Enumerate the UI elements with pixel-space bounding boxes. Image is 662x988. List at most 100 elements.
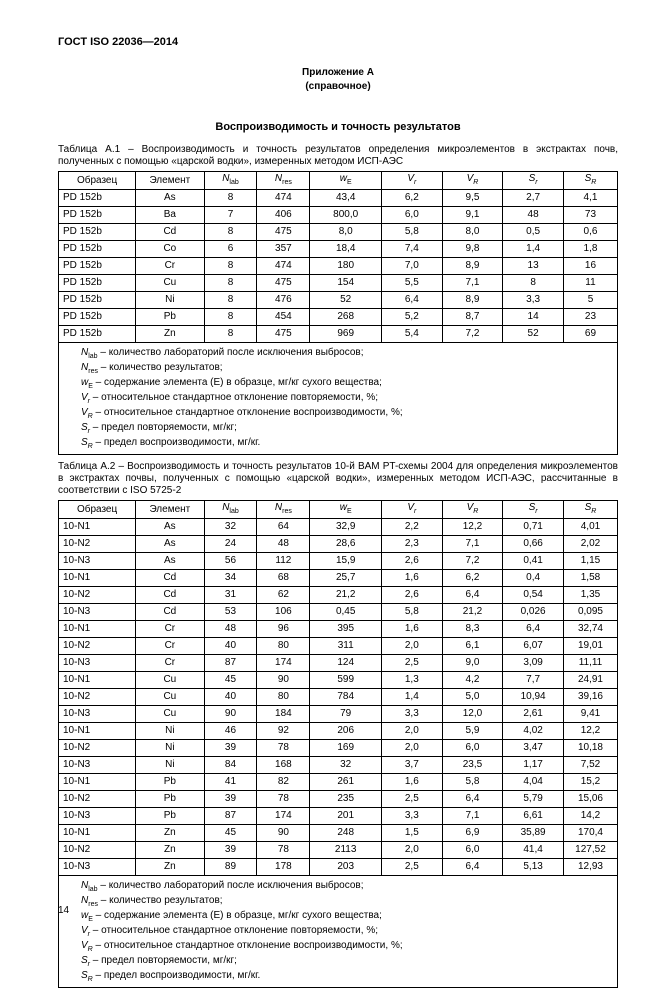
- table-row: PD 152bCu84751545,57,1811: [59, 274, 618, 291]
- table-cell: 4,2: [442, 671, 503, 688]
- table-cell: 10-N3: [59, 552, 136, 569]
- page: ГОСТ ISO 22036—2014 Приложение А (справо…: [0, 0, 662, 935]
- table-cell: 8: [204, 223, 257, 240]
- table-cell: 2,5: [382, 654, 443, 671]
- table-cell: 56: [204, 552, 257, 569]
- column-header: Элемент: [136, 172, 204, 189]
- table-cell: 40: [204, 637, 257, 654]
- table-cell: PD 152b: [59, 223, 136, 240]
- table-cell: 969: [310, 325, 382, 342]
- table-cell: 7,2: [442, 552, 503, 569]
- table-cell: Cu: [136, 671, 204, 688]
- table-cell: 10-N1: [59, 620, 136, 637]
- table-cell: 268: [310, 308, 382, 325]
- table-cell: 1,35: [563, 586, 617, 603]
- table-cell: 127,52: [563, 841, 617, 858]
- table-cell: 5: [563, 291, 617, 308]
- table-cell: Cu: [136, 705, 204, 722]
- table-cell: 1,4: [382, 688, 443, 705]
- table-cell: Zn: [136, 824, 204, 841]
- table-cell: 73: [563, 206, 617, 223]
- table-cell: 0,5: [503, 223, 564, 240]
- table-cell: 6,1: [442, 637, 503, 654]
- table-cell: 5,9: [442, 722, 503, 739]
- table-cell: 35,89: [503, 824, 564, 841]
- section-title: Воспроизводимость и точность результатов: [58, 121, 618, 134]
- table-cell: 12,93: [563, 858, 617, 875]
- table-cell: Zn: [136, 325, 204, 342]
- table-cell: PD 152b: [59, 206, 136, 223]
- column-header: wE: [310, 501, 382, 518]
- table-cell: 45: [204, 671, 257, 688]
- table-cell: 48: [503, 206, 564, 223]
- table-cell: 87: [204, 654, 257, 671]
- table-cell: 90: [257, 671, 310, 688]
- table-row: 10-N2Ni39781692,06,03,4710,18: [59, 739, 618, 756]
- table-cell: As: [136, 189, 204, 206]
- table-cell: 10-N1: [59, 671, 136, 688]
- column-header: VR: [442, 501, 503, 518]
- table-cell: Ba: [136, 206, 204, 223]
- table-cell: 5,8: [382, 603, 443, 620]
- table-cell: 2,7: [503, 189, 564, 206]
- table-row: PD 152bZn84759695,47,25269: [59, 325, 618, 342]
- table-cell: 9,5: [442, 189, 503, 206]
- column-header: Nres: [257, 501, 310, 518]
- table-row: PD 152bCr84741807,08,91316: [59, 257, 618, 274]
- table-cell: 24,91: [563, 671, 617, 688]
- table-cell: 48: [204, 620, 257, 637]
- table-cell: 9,0: [442, 654, 503, 671]
- table-cell: 24: [204, 535, 257, 552]
- table-cell: 475: [257, 274, 310, 291]
- table-cell: 599: [310, 671, 382, 688]
- table-cell: 34: [204, 569, 257, 586]
- table-cell: 7,7: [503, 671, 564, 688]
- table-cell: 45: [204, 824, 257, 841]
- table-row: 10-N2Zn397821132,06,041,4127,52: [59, 841, 618, 858]
- table-cell: Pb: [136, 807, 204, 824]
- table-cell: PD 152b: [59, 325, 136, 342]
- column-header: Элемент: [136, 501, 204, 518]
- table-cell: 62: [257, 586, 310, 603]
- table-cell: 311: [310, 637, 382, 654]
- legend-line: Vr – относительное стандартное отклонени…: [81, 391, 611, 406]
- table-cell: 7,1: [442, 535, 503, 552]
- table-cell: 2,6: [382, 552, 443, 569]
- column-header: Образец: [59, 172, 136, 189]
- table-cell: 106: [257, 603, 310, 620]
- table-cell: 2,3: [382, 535, 443, 552]
- table-cell: 5,2: [382, 308, 443, 325]
- table-cell: 10-N3: [59, 807, 136, 824]
- table-cell: 10-N2: [59, 688, 136, 705]
- table-cell: 235: [310, 790, 382, 807]
- table-cell: 0,54: [503, 586, 564, 603]
- table-row: 10-N3Pb871742013,37,16,6114,2: [59, 807, 618, 824]
- table-cell: 41,4: [503, 841, 564, 858]
- table-cell: 2,0: [382, 722, 443, 739]
- legend-line: Nres – количество результатов;: [81, 361, 611, 376]
- table-row: PD 152bAs847443,46,29,52,74,1: [59, 189, 618, 206]
- table-cell: Ni: [136, 739, 204, 756]
- table-cell: 16: [563, 257, 617, 274]
- table-cell: 7,1: [442, 807, 503, 824]
- table-cell: 6,2: [442, 569, 503, 586]
- table-row: 10-N3Zn891782032,56,45,1312,93: [59, 858, 618, 875]
- table-cell: Cr: [136, 257, 204, 274]
- table-cell: 2,61: [503, 705, 564, 722]
- table-cell: 154: [310, 274, 382, 291]
- table-cell: 3,09: [503, 654, 564, 671]
- table-cell: 3,7: [382, 756, 443, 773]
- table-cell: As: [136, 518, 204, 535]
- table-row: 10-N3As5611215,92,67,20,411,15: [59, 552, 618, 569]
- table-row: 10-N1Zn45902481,56,935,89170,4: [59, 824, 618, 841]
- table-cell: 8,7: [442, 308, 503, 325]
- table-cell: 53: [204, 603, 257, 620]
- table-cell: 2,2: [382, 518, 443, 535]
- table-cell: Cd: [136, 603, 204, 620]
- legend-line: VR – относительное стандартное отклонени…: [81, 939, 611, 954]
- table-cell: Cr: [136, 620, 204, 637]
- table-row: 10-N1Cu45905991,34,27,724,91: [59, 671, 618, 688]
- column-header: Vr: [382, 172, 443, 189]
- table-cell: 8: [204, 274, 257, 291]
- table-row: PD 152bCo635718,47,49,81,41,8: [59, 240, 618, 257]
